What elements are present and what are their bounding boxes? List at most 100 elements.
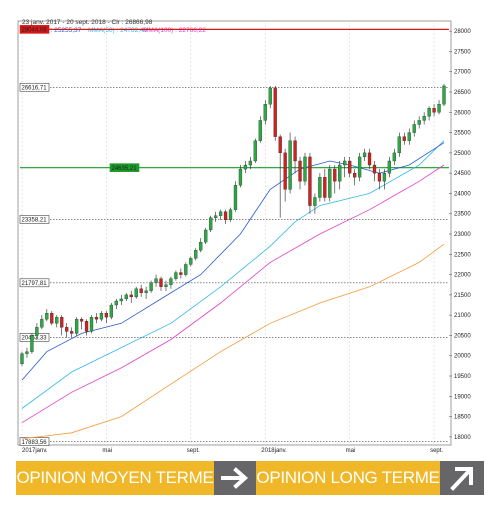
plot-frame xyxy=(17,20,452,446)
candle-body xyxy=(352,173,357,178)
candle-body xyxy=(263,104,267,121)
level-label: 17883,56 xyxy=(22,440,48,446)
level-label-box xyxy=(19,333,50,342)
candle-body xyxy=(243,164,248,170)
mma100-line xyxy=(21,164,445,424)
candle-body xyxy=(387,160,392,174)
candle-body xyxy=(124,294,128,300)
legend-mma20: MMA(20) : 25255,37 xyxy=(22,27,82,34)
candle-body xyxy=(189,258,193,265)
y-tick-label: 22500 xyxy=(454,252,471,258)
candle-body xyxy=(333,168,337,182)
level-label: 26616,71 xyxy=(22,85,48,91)
level-label-box xyxy=(19,82,50,92)
candle-body xyxy=(139,288,143,293)
candle-body xyxy=(377,173,382,182)
candle-body xyxy=(74,319,79,334)
level-label: 21797,81 xyxy=(22,281,48,287)
y-tick-label: 21500 xyxy=(454,293,471,299)
y-tick-label: 26000 xyxy=(454,110,471,116)
candle-body xyxy=(179,272,183,275)
candle-body xyxy=(50,312,54,324)
candle-body xyxy=(65,327,69,332)
mma50-line xyxy=(21,140,445,409)
chart-svg: 23 janv. 2017 - 20 sept. 2018 - Clr : 26… xyxy=(17,19,471,454)
opinion-moyen-terme-button[interactable]: OPINION MOYEN TERME xyxy=(16,461,214,495)
arrow-up-right-icon xyxy=(450,467,473,491)
chart-info: 23 janv. 2017 - 20 sept. 2018 - Clr : 26… xyxy=(22,19,153,26)
y-tick-label: 27500 xyxy=(454,49,471,55)
candle-body xyxy=(204,229,208,243)
candle-body xyxy=(218,211,223,216)
candle-body xyxy=(194,250,198,259)
candle-body xyxy=(159,278,163,287)
candle-body xyxy=(402,136,406,141)
legend-mma100: MMA(100) : 22766,22 xyxy=(143,27,206,34)
opinion-moyen-terme-label: OPINION MOYEN TERME xyxy=(16,468,214,487)
candle-body xyxy=(313,197,317,206)
candle-body xyxy=(104,312,109,318)
mma200-line xyxy=(21,243,445,440)
level-label: 23358,21 xyxy=(22,218,48,224)
candle-body xyxy=(392,152,396,162)
candle-body xyxy=(412,124,416,133)
candle-body xyxy=(134,288,138,298)
opinion-long-terme-button[interactable]: OPINION LONG TERME xyxy=(256,461,440,495)
candle-body xyxy=(20,353,24,365)
candle-body xyxy=(293,140,297,162)
y-tick-label: 28000 xyxy=(454,29,471,35)
candle-body xyxy=(432,108,436,113)
candle-body xyxy=(253,140,257,162)
candle-body xyxy=(367,152,372,166)
candle-body xyxy=(55,317,59,324)
candle-body xyxy=(60,317,64,328)
candle-body xyxy=(164,284,168,287)
candle-body xyxy=(109,304,114,318)
candle-body xyxy=(223,211,228,220)
arrow-right-icon xyxy=(221,467,249,489)
candle-body xyxy=(40,319,44,328)
candle-body xyxy=(298,160,302,182)
y-tick-label: 18000 xyxy=(454,435,471,441)
y-tick-label: 25000 xyxy=(454,151,471,157)
x-tick-label: sept. xyxy=(430,448,443,454)
candle-body xyxy=(338,164,342,182)
y-tick-label: 27000 xyxy=(454,70,471,76)
level-label-box xyxy=(19,278,50,288)
candle-body xyxy=(119,298,123,302)
level-label: 24635,21 xyxy=(112,166,138,172)
candle-body xyxy=(149,282,153,291)
candle-body xyxy=(328,168,332,198)
level-label-box xyxy=(19,215,50,224)
candle-body xyxy=(184,264,188,275)
candle-body xyxy=(357,156,362,178)
x-tick-label: 2018janv. xyxy=(261,448,287,454)
x-tick-label: 2017janv. xyxy=(22,448,48,454)
x-tick-label: sept. xyxy=(187,448,200,454)
y-tick-label: 19500 xyxy=(454,374,471,380)
candle-body xyxy=(397,136,401,154)
y-tick-label: 23500 xyxy=(454,212,471,218)
long-terme-arrow-button[interactable] xyxy=(440,461,484,495)
candle-body xyxy=(199,241,203,251)
candle-body xyxy=(318,177,322,198)
candle-body xyxy=(422,116,426,121)
legend-mma50: MMA(50) : 24782,40 xyxy=(88,27,148,34)
price-chart: 23 janv. 2017 - 20 sept. 2018 - Clr : 26… xyxy=(17,19,471,454)
candle-body xyxy=(437,104,441,113)
candle-body xyxy=(30,335,34,352)
level-label: 28044,08 xyxy=(22,28,48,34)
candle-body xyxy=(238,168,243,186)
candle-body xyxy=(174,272,178,279)
candle-body xyxy=(382,173,387,182)
y-tick-label: 20500 xyxy=(454,333,471,339)
candle-body xyxy=(348,160,352,174)
y-tick-label: 20000 xyxy=(454,354,471,360)
candle-body xyxy=(129,294,133,298)
candle-body xyxy=(303,156,307,182)
candle-body xyxy=(308,156,312,206)
candle-body xyxy=(427,108,431,117)
candle-body xyxy=(70,331,74,334)
moyen-terme-arrow-button[interactable] xyxy=(214,461,256,495)
level-label-box xyxy=(109,163,140,172)
